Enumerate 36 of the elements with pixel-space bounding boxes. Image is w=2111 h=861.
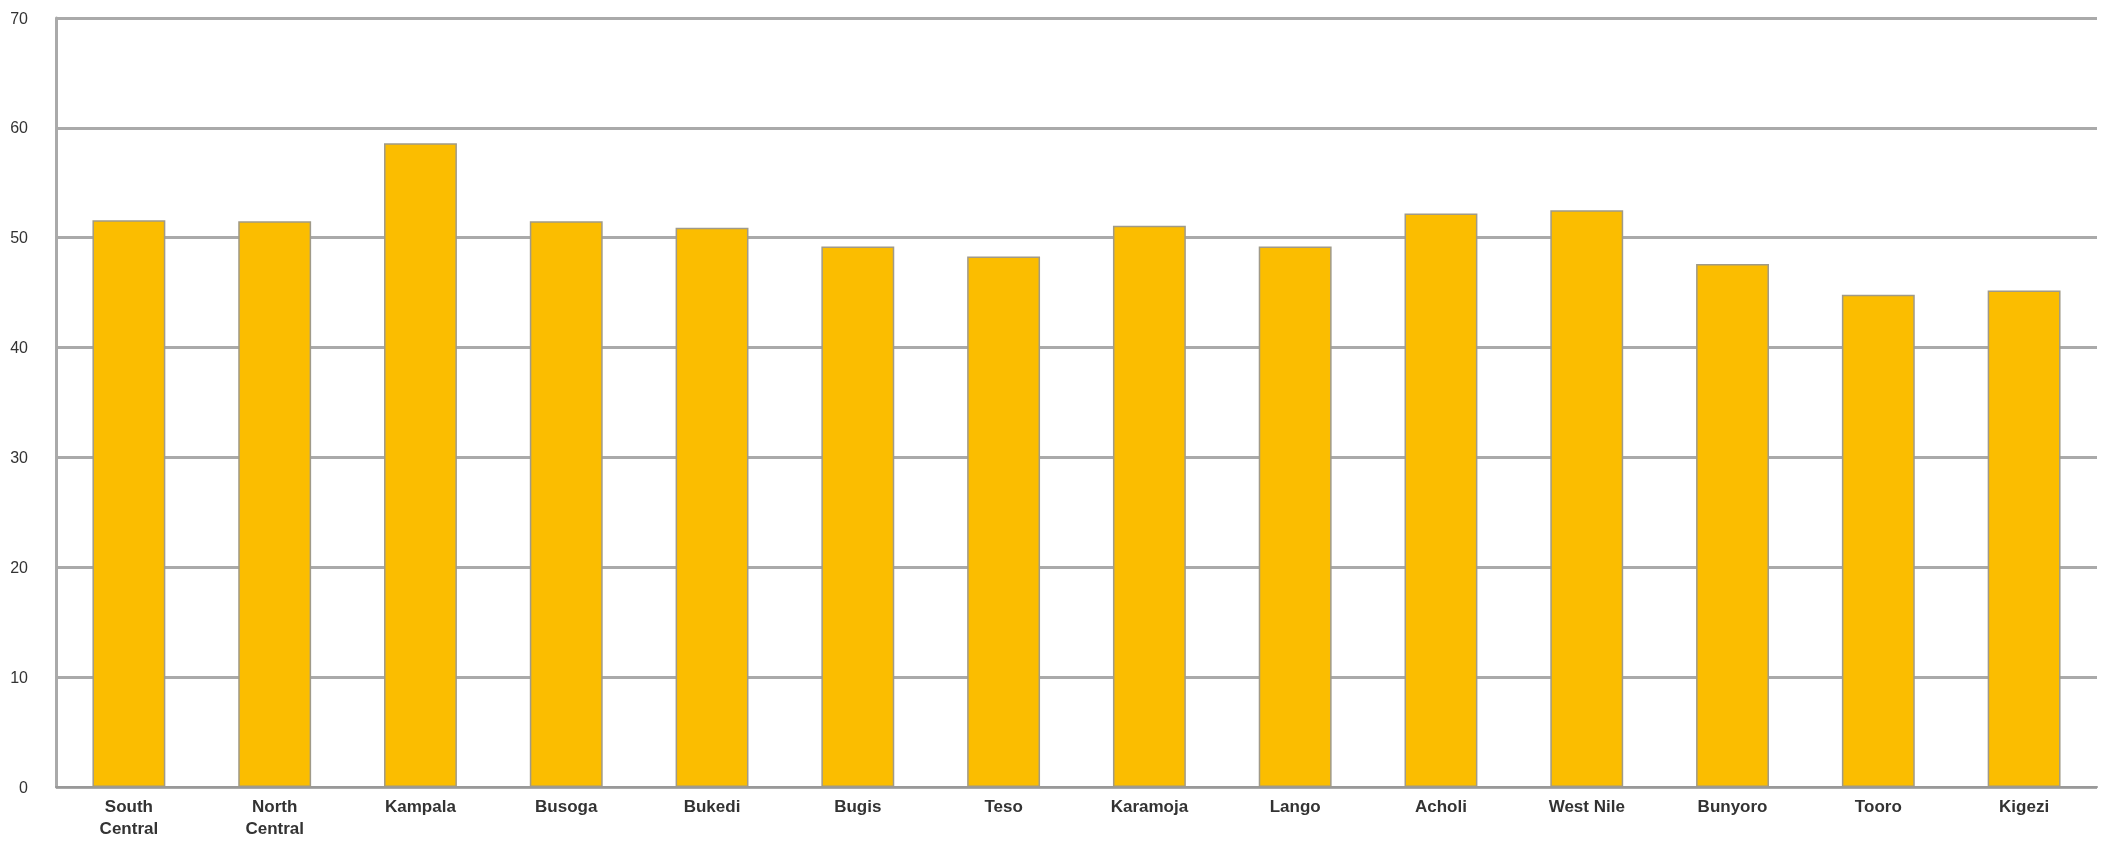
bar <box>529 221 603 787</box>
x-tick-label: Tooro <box>1854 796 1902 816</box>
bar <box>384 143 457 787</box>
y-tick-label: 40 <box>10 339 29 357</box>
x-tick-label: North Central <box>245 796 304 838</box>
bar <box>1841 294 1915 787</box>
bar <box>238 221 312 787</box>
y-tick-label: 70 <box>10 9 29 27</box>
bar <box>1987 290 2061 787</box>
x-tick-label: Kampala <box>385 796 457 816</box>
bar <box>1258 246 1332 787</box>
bar <box>1696 264 1769 787</box>
x-tick-label: Acholi <box>1414 796 1467 816</box>
y-tick-label: 10 <box>10 668 29 686</box>
bar <box>1112 225 1186 787</box>
x-tick-label: Bukedi <box>683 796 741 816</box>
y-tick-label: 60 <box>10 119 29 137</box>
y-tick-label: 20 <box>10 558 29 576</box>
bar <box>92 220 166 787</box>
x-tick-label: Teso <box>984 796 1023 816</box>
bar <box>1550 210 1624 787</box>
x-tick-label: Bunyoro <box>1697 796 1768 816</box>
bar <box>675 227 749 787</box>
x-tick-label: Lango <box>1269 796 1321 816</box>
x-tick-label: South Central <box>99 796 159 838</box>
bar <box>1404 213 1478 787</box>
x-tick-label: Kigezi <box>1999 796 2050 816</box>
x-tick-label: West Nile <box>1548 796 1625 816</box>
x-tick-label: Bugis <box>834 796 882 816</box>
y-tick-label: 0 <box>19 778 29 796</box>
y-tick-label: 30 <box>10 448 29 466</box>
x-tick-label: Busoga <box>535 796 598 816</box>
x-tick-label: Karamoja <box>1110 796 1189 816</box>
y-tick-label: 50 <box>10 229 29 247</box>
bar <box>967 256 1041 787</box>
bar <box>821 246 895 787</box>
